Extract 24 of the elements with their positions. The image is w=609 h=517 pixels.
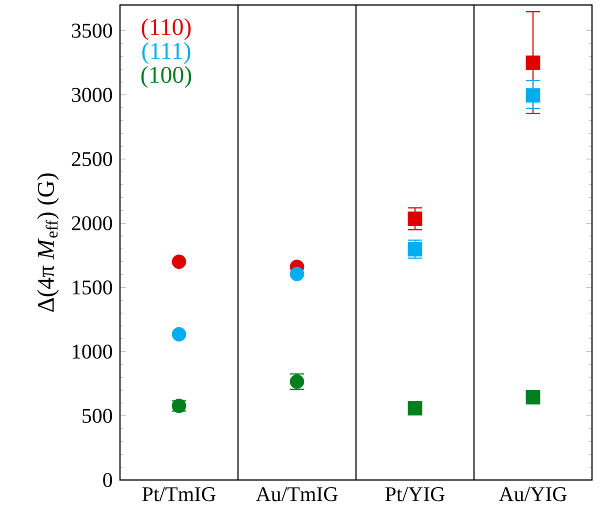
text: (111)	[142, 42, 190, 64]
x-tick-label: Au/YIG	[498, 487, 567, 502]
point	[526, 390, 540, 404]
y-tick-label: 1500	[72, 280, 112, 294]
y-tick-label: 3000	[72, 88, 112, 102]
y-tick-label: 0	[103, 472, 112, 488]
x-tick-label: Au/TmIG	[256, 487, 338, 502]
text: (110)	[142, 18, 191, 40]
point	[526, 88, 540, 103]
y-tick-label: 3500	[72, 24, 112, 38]
point	[290, 266, 304, 282]
x-tick-label: Pt/YIG	[385, 487, 445, 502]
text: (100)	[141, 66, 192, 88]
point	[526, 56, 540, 70]
x-tick-label: Pt/TmIG	[142, 487, 216, 502]
point	[172, 254, 186, 269]
y-tick-label: 500	[82, 408, 112, 423]
point	[408, 212, 422, 226]
y-tick-label: 2500	[72, 152, 112, 166]
point	[172, 327, 186, 342]
y-tick-label: 2000	[72, 216, 112, 230]
y-tick-label: 1000	[72, 344, 112, 359]
y-axis-title: Δ(4π M$_{eff}$) (G)	[37, 173, 59, 312]
point	[408, 401, 422, 416]
